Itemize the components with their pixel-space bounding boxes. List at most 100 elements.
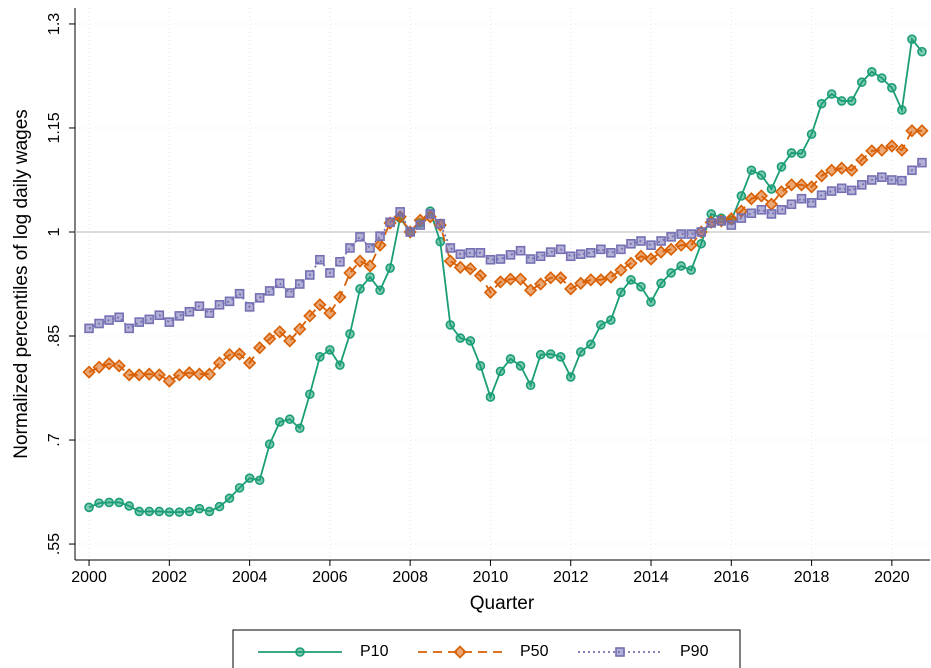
data-point <box>814 169 829 183</box>
data-point <box>656 236 666 246</box>
data-point <box>202 367 217 381</box>
x-tick-label: 2018 <box>794 569 830 586</box>
data-point <box>855 153 869 167</box>
data-point <box>515 245 526 256</box>
data-point <box>624 256 638 270</box>
data-point <box>212 356 227 370</box>
data-point <box>463 262 478 276</box>
data-point <box>315 352 325 362</box>
data-point <box>736 213 747 223</box>
x-tick-label: 2002 <box>152 569 188 586</box>
data-point <box>192 367 207 381</box>
data-point <box>254 475 265 486</box>
data-point <box>794 178 809 192</box>
data-point <box>104 497 114 508</box>
legend-label: P50 <box>520 643 549 660</box>
data-point <box>706 218 717 228</box>
data-point <box>513 272 528 286</box>
data-point <box>766 209 777 219</box>
data-point <box>162 374 176 388</box>
data-point <box>565 372 576 382</box>
data-point <box>204 308 215 318</box>
data-point <box>445 243 456 253</box>
data-point <box>917 157 927 168</box>
data-point <box>294 279 305 289</box>
data-point <box>224 296 235 307</box>
data-point <box>584 273 598 287</box>
data-point <box>355 284 365 294</box>
data-point <box>104 315 114 325</box>
data-point <box>122 368 136 382</box>
data-point <box>493 275 508 289</box>
data-point <box>804 180 819 194</box>
data-point <box>885 139 899 153</box>
data-point <box>674 238 688 252</box>
data-point <box>375 231 385 241</box>
series-line <box>88 129 922 383</box>
data-point <box>866 175 877 185</box>
data-point <box>132 368 146 382</box>
data-point <box>483 285 498 299</box>
x-tick-label: 2000 <box>71 569 107 586</box>
data-point <box>586 247 596 258</box>
data-point <box>182 366 197 380</box>
data-point <box>84 502 94 513</box>
data-point <box>696 238 706 249</box>
data-point <box>564 282 578 296</box>
data-point <box>897 175 907 186</box>
legend-box <box>232 629 741 668</box>
x-tick-label: 2006 <box>312 569 348 586</box>
data-point <box>375 285 385 296</box>
data-point <box>244 473 255 483</box>
data-point <box>786 148 797 158</box>
data-point <box>385 263 395 273</box>
data-point <box>204 506 215 517</box>
data-point <box>806 129 817 140</box>
data-point <box>305 270 315 280</box>
data-point <box>515 361 526 371</box>
x-tick-label: 2004 <box>232 569 268 586</box>
data-point <box>345 329 355 339</box>
data-point <box>445 320 456 330</box>
data-point <box>455 249 466 259</box>
legend-marker <box>453 645 467 659</box>
data-point <box>274 278 285 289</box>
data-point <box>154 310 165 321</box>
data-point <box>134 317 145 327</box>
data-point <box>335 360 345 370</box>
data-point <box>897 105 907 115</box>
data-point <box>294 423 305 434</box>
data-point <box>895 143 909 157</box>
data-point <box>475 247 486 258</box>
data-point <box>485 254 496 265</box>
legend-label: P10 <box>360 643 389 660</box>
data-point <box>816 98 827 109</box>
data-point <box>214 501 225 512</box>
data-point <box>525 254 536 264</box>
data-point <box>92 360 106 374</box>
data-point <box>575 249 586 259</box>
data-point <box>505 354 516 364</box>
series-line <box>88 161 923 330</box>
data-point <box>746 208 757 219</box>
data-point <box>333 290 347 304</box>
data-point <box>774 185 789 199</box>
data-point <box>325 268 335 278</box>
data-point <box>877 73 887 83</box>
data-point <box>555 352 566 362</box>
data-point <box>716 216 727 226</box>
data-point <box>244 302 255 312</box>
data-point <box>184 506 195 517</box>
data-point <box>644 252 658 266</box>
data-point <box>846 185 857 196</box>
data-point <box>586 339 596 350</box>
data-point <box>756 204 767 215</box>
data-point <box>453 260 467 274</box>
data-point <box>616 287 626 298</box>
data-point <box>646 240 656 250</box>
data-point <box>555 244 566 255</box>
data-point <box>646 297 656 307</box>
data-point <box>503 272 518 286</box>
data-point <box>836 96 847 106</box>
data-point <box>114 497 124 508</box>
